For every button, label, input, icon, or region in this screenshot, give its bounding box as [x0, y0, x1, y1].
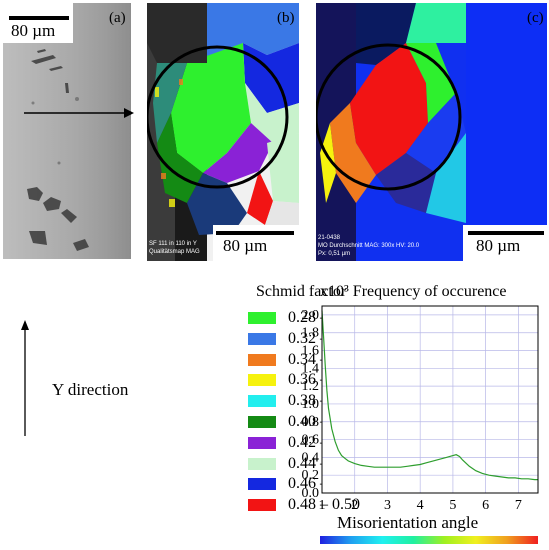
scale-text-c: 80 µm: [476, 236, 521, 255]
map-caption-c-line3: Px: 0,51 µm: [318, 251, 351, 257]
y-tick-label: 1.2: [302, 379, 320, 394]
y-tick-label: 0.4: [302, 450, 320, 465]
frequency-chart: 0.0 0.2 0.4 0.6 0.8 1.0 1.2 1.4 1.6 1.8 2.0 1 2 3 4 5 6 7: [302, 305, 539, 513]
sem-surface-features: [27, 49, 89, 251]
legend-swatch: [248, 478, 276, 491]
map-caption-c-line1: 21-0438: [318, 235, 341, 241]
y-tick-label: 2.0: [302, 308, 320, 323]
legend-swatch: [248, 374, 276, 387]
y-direction-arrow: [21, 320, 29, 436]
direction-arrow: [24, 108, 134, 118]
x-tick-label: 3: [384, 498, 391, 513]
y-tick-label: 1.4: [302, 361, 320, 376]
legend-swatch: [248, 416, 276, 428]
map-caption-c-line2: MO Durchschnitt MAG: 300x HV: 20.0: [318, 243, 420, 249]
x-tick-label: 2: [351, 498, 358, 513]
legend-title: Schmid factor: [256, 283, 347, 300]
y-tick-label: 1.0: [302, 397, 320, 412]
x-tick-label: 7: [515, 498, 522, 513]
scale-bar-b: [216, 231, 294, 235]
legend-swatch: [248, 312, 276, 324]
panel-label-c: (c): [527, 10, 544, 26]
scale-bar-a: [9, 16, 69, 20]
scale-bar-box-a: [3, 3, 73, 43]
x-tick-label: 1: [319, 498, 326, 513]
map-caption-b-line1: SF 111 in 110 in Y: [149, 241, 197, 247]
map-caption-b-line2: Qualitätsmap MAG: [149, 249, 200, 255]
legend-swatch: [248, 395, 276, 408]
legend-swatch: [248, 353, 276, 366]
x-axis-label: Misorientation angle: [337, 513, 479, 532]
panel-label-b: (b): [277, 10, 295, 26]
y-tick-label: 1.8: [302, 326, 320, 341]
legend-label: 0.48 – 0.50: [288, 496, 360, 514]
panel-label-a: (a): [109, 10, 126, 26]
x-tick-label: 5: [449, 498, 456, 513]
legend-swatch: [248, 436, 276, 449]
series-line: [321, 310, 538, 481]
x-tick-label: 6: [482, 498, 489, 513]
legend-item: 0.48 – 0.50: [248, 494, 360, 516]
legend-swatch: [248, 457, 276, 470]
misorientation-map-image: [316, 3, 547, 261]
y-tick-label: 0.8: [302, 415, 320, 430]
misorientation-map-panel-c: 21-0438 MO Durchschnitt MAG: 300x HV: 20…: [316, 3, 547, 261]
x-tick-label: 4: [417, 498, 424, 513]
legend-swatch: [248, 332, 276, 345]
scale-bar-c: [468, 231, 544, 235]
y-tick-label: 0.6: [302, 433, 320, 448]
legend-swatch: [248, 499, 276, 512]
plot-border: [321, 305, 539, 494]
y-tick-label: 1.6: [302, 344, 320, 359]
schmid-map-image: [147, 3, 299, 261]
color-key-bar: [320, 536, 538, 544]
scale-text-a: 80 µm: [11, 21, 56, 40]
y-tick-label: 0.2: [302, 468, 320, 483]
chart-title: x10³ Frequency of occurence: [320, 283, 507, 300]
sem-image-panel-a: 80 µm (a): [3, 3, 131, 259]
scale-text-b: 80 µm: [223, 236, 268, 255]
schmid-map-panel-b: SF 111 in 110 in Y Qualitätsmap MAG (b): [147, 3, 299, 261]
y-direction-label: Y direction: [52, 380, 129, 399]
y-tick-label: 0.0: [302, 486, 320, 501]
